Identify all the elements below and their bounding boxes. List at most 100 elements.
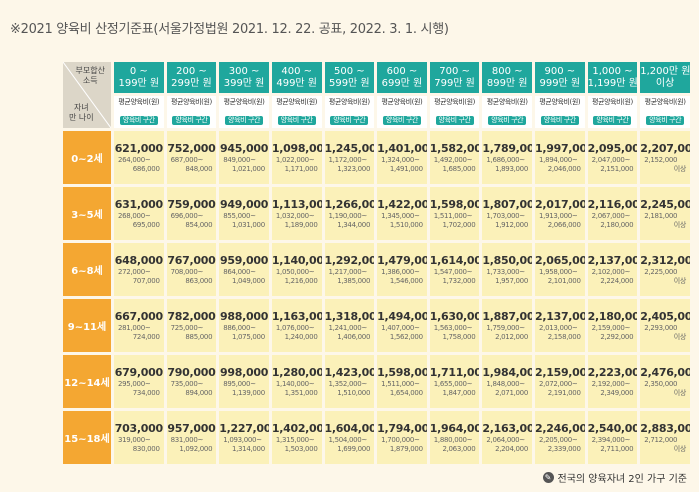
amount-range: 319,000~ 830,000 bbox=[114, 436, 164, 454]
amount-range: 1,345,000~ 1,510,000 bbox=[377, 212, 427, 230]
range-end: 1,323,000 bbox=[337, 164, 371, 173]
income-header-line2: 199만 원 bbox=[118, 77, 160, 89]
amount-range: 2,102,000~ 2,224,000 bbox=[588, 268, 638, 286]
range-end: 1,510,000 bbox=[389, 220, 423, 229]
range-end: 이상 bbox=[673, 444, 687, 453]
sub-header-range-wrap: 양육비 구간 bbox=[588, 107, 638, 126]
amount-range: 687,000~ 848,000 bbox=[167, 156, 217, 174]
sub-header-range: 양육비 구간 bbox=[540, 116, 579, 125]
range-end: 2,158,000 bbox=[547, 332, 581, 341]
support-cell: 703,000 319,000~ 830,000 bbox=[114, 411, 164, 464]
range-end: 1,699,000 bbox=[337, 444, 371, 453]
age-group-label: 0~2세 bbox=[63, 131, 111, 184]
range-start: 1,880,000~ bbox=[433, 435, 473, 444]
diagonal-divider bbox=[63, 62, 111, 128]
footnote-text: 전국의 양육자녀 2인 가구 기준 bbox=[557, 474, 687, 485]
income-header-line1: 600 ~ bbox=[386, 65, 418, 77]
range-start: 2,102,000~ bbox=[591, 267, 631, 276]
sub-header-range: 양육비 구간 bbox=[593, 116, 632, 125]
average-amount: 1,807,000 bbox=[482, 197, 532, 211]
range-start: 735,000~ bbox=[170, 379, 204, 388]
amount-range: 1,958,000~ 2,101,000 bbox=[535, 268, 585, 286]
range-start: 1,386,000~ bbox=[381, 267, 420, 276]
amount-range: 1,511,000~ 1,654,000 bbox=[377, 380, 427, 398]
average-amount: 2,017,000 bbox=[535, 197, 585, 211]
range-start: 1,848,000~ bbox=[486, 379, 525, 388]
average-amount: 1,402,000 bbox=[271, 421, 322, 435]
income-header-line2: 499만 원 bbox=[276, 77, 318, 89]
range-end: 1,732,000 bbox=[442, 276, 476, 285]
range-start: 295,000~ bbox=[118, 379, 151, 388]
amount-range: 1,686,000~ 1,893,000 bbox=[482, 156, 532, 174]
range-start: 849,000~ bbox=[223, 155, 256, 164]
average-amount: 1,423,000 bbox=[324, 365, 375, 379]
table-row: 3~5세 631,000 268,000~ 695,000 759,000 696,000… bbox=[63, 187, 690, 240]
income-header-line1: 200 ~ bbox=[176, 65, 207, 77]
average-amount: 1,997,000 bbox=[535, 141, 585, 155]
average-amount: 957,000 bbox=[167, 421, 216, 435]
average-amount: 767,000 bbox=[167, 253, 216, 267]
amount-range: 1,076,000~ 1,240,000 bbox=[272, 324, 322, 342]
amount-range: 1,848,000~ 2,071,000 bbox=[482, 380, 532, 398]
average-amount: 2,163,000 bbox=[482, 421, 532, 435]
average-amount: 949,000 bbox=[220, 197, 269, 211]
amount-range: 2,047,000~ 2,151,000 bbox=[588, 156, 638, 174]
income-header: 1,000 ~1,199만 원 bbox=[587, 62, 638, 93]
range-end: 이상 bbox=[673, 332, 687, 341]
range-end: 848,000 bbox=[185, 164, 213, 173]
income-header-line2: 599만 원 bbox=[328, 77, 370, 89]
amount-range: 1,140,000~ 1,351,000 bbox=[272, 380, 322, 398]
range-start: 1,407,000~ bbox=[381, 323, 420, 332]
average-amount: 1,794,000 bbox=[377, 421, 427, 435]
income-header-line2: 299만 원 bbox=[171, 77, 212, 89]
income-header: 300 ~399만 원 bbox=[219, 62, 269, 93]
amount-range: 2,350,000 이상 bbox=[640, 380, 690, 398]
range-start: 1,703,000~ bbox=[486, 211, 525, 220]
income-header: 200 ~299만 원 bbox=[166, 62, 217, 93]
corner-income-line1: 부모합산 bbox=[75, 66, 105, 75]
average-amount: 2,180,000 bbox=[587, 309, 638, 323]
average-amount: 2,116,000 bbox=[587, 197, 638, 211]
average-amount: 1,984,000 bbox=[482, 365, 532, 379]
range-start: 1,217,000~ bbox=[328, 267, 368, 276]
amount-range: 1,504,000~ 1,699,000 bbox=[325, 436, 375, 454]
range-end: 1,240,000 bbox=[284, 332, 318, 341]
income-header-line1: 500 ~ bbox=[333, 65, 365, 77]
range-start: 1,352,000~ bbox=[328, 379, 368, 388]
amount-range: 1,217,000~ 1,385,000 bbox=[325, 268, 375, 286]
range-start: 708,000~ bbox=[170, 267, 204, 276]
table-row: 9~11세 667,000 281,000~ 724,000 782,000 725,00… bbox=[63, 299, 690, 352]
average-amount: 2,065,000 bbox=[535, 253, 585, 267]
income-header-line2: 899만 원 bbox=[486, 77, 528, 89]
sub-header-range: 양육비 구간 bbox=[119, 116, 158, 125]
average-amount: 2,137,000 bbox=[587, 253, 638, 267]
range-start: 1,547,000~ bbox=[433, 267, 473, 276]
range-end: 1,385,000 bbox=[337, 276, 371, 285]
range-end: 2,711,000 bbox=[600, 444, 634, 453]
average-amount: 631,000 bbox=[114, 197, 163, 211]
range-end: 854,000 bbox=[185, 220, 213, 229]
sub-header-avg: 평균양육비(원) bbox=[644, 98, 686, 106]
range-end: 1,957,000 bbox=[495, 276, 528, 285]
range-start: 2,152,000 bbox=[644, 155, 678, 164]
range-end: 1,912,000 bbox=[495, 220, 528, 229]
amount-range: 2,712,000 이상 bbox=[640, 436, 690, 454]
average-amount: 2,883,000 bbox=[640, 421, 690, 435]
range-end: 이상 bbox=[673, 220, 687, 229]
average-amount: 1,113,000 bbox=[271, 197, 322, 211]
range-end: 2,349,000 bbox=[600, 388, 634, 397]
amount-range: 1,386,000~ 1,546,000 bbox=[377, 268, 427, 286]
average-amount: 1,614,000 bbox=[429, 253, 480, 267]
average-amount: 2,246,000 bbox=[535, 421, 585, 435]
